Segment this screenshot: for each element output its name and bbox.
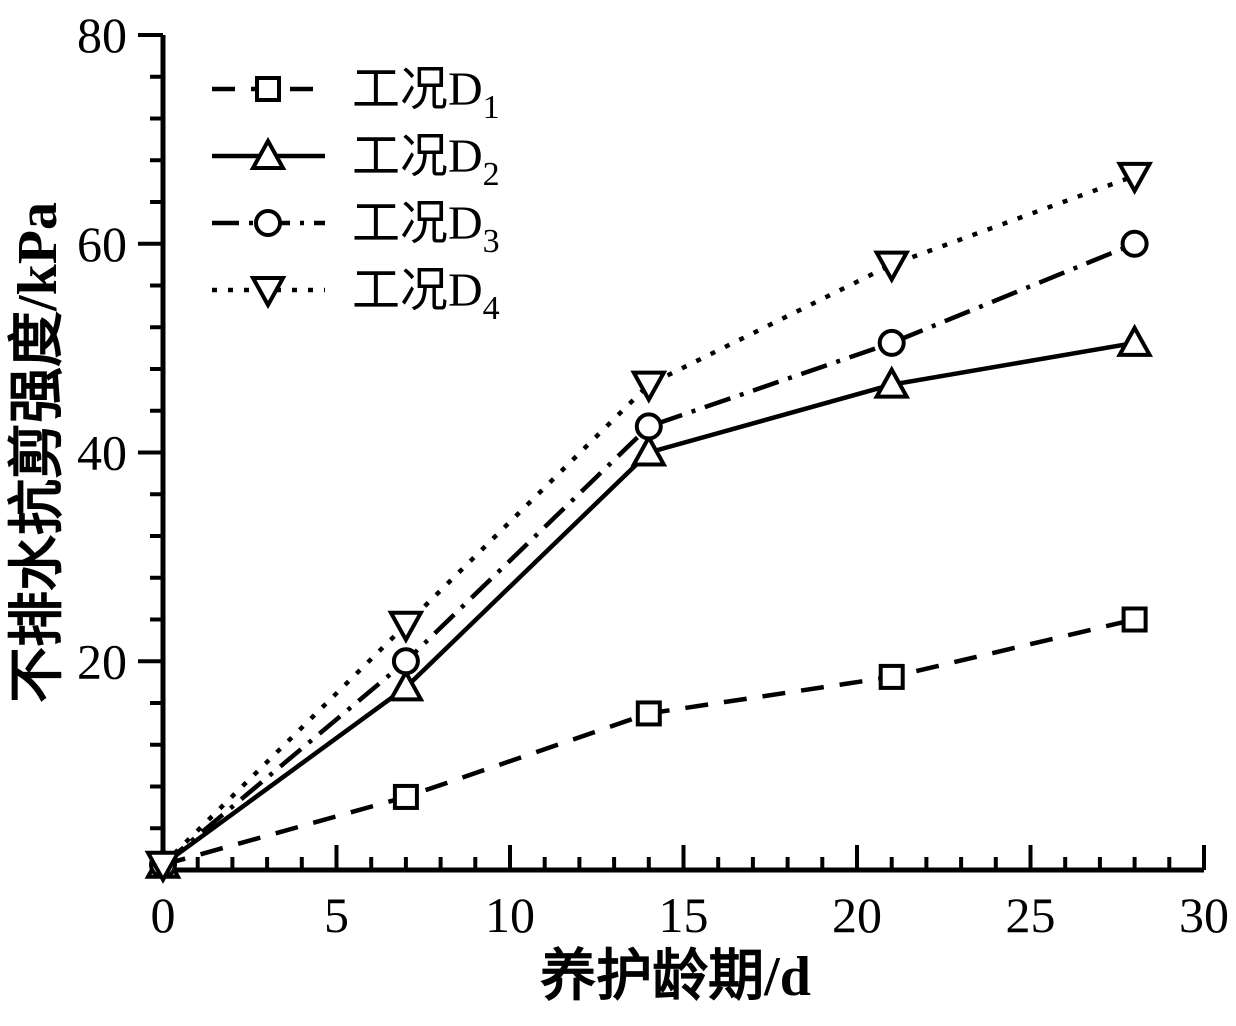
series-工况D2: [144, 323, 1153, 879]
triangle-down-marker-s4: [630, 370, 668, 404]
triangle-up-marker-s2: [630, 433, 668, 467]
triangle-down-marker-legend: [249, 276, 287, 310]
legend-item: 工况D4: [212, 264, 500, 327]
series-工况D3: [149, 229, 1149, 879]
legend-label: 工况D1: [352, 63, 500, 126]
legend-label: 工况D2: [352, 130, 500, 193]
triangle-down-marker-s4: [873, 250, 911, 284]
triangle-up-marker-legend: [249, 136, 287, 170]
series-line-dashdot: [161, 241, 1136, 867]
square-marker-s1: [878, 663, 905, 690]
circle-marker-s3: [391, 647, 420, 676]
y-tick-label: 60: [77, 216, 127, 272]
triangle-down-marker-s4: [387, 610, 425, 644]
x-tick-label: 30: [1179, 887, 1229, 943]
circle-marker-s3: [1120, 229, 1149, 258]
y-tick-label: 40: [77, 425, 127, 481]
triangle-up-marker-s2: [387, 668, 425, 702]
series-line-dotted: [161, 173, 1136, 867]
x-tick-label: 25: [1006, 887, 1056, 943]
y-tick-label: 80: [77, 7, 127, 63]
legend-item: 工况D2: [212, 130, 500, 193]
legend-item: 工况D3: [212, 197, 500, 260]
x-tick-label: 10: [485, 887, 535, 943]
triangle-up-marker-s2: [1116, 323, 1153, 357]
x-tick-label: 0: [151, 887, 176, 943]
y-tick-label: 20: [77, 633, 127, 689]
y-axis-label: 不排水抗剪强度/kPa: [7, 202, 69, 703]
series-工况D1: [150, 606, 1148, 878]
x-tick-label: 15: [659, 887, 709, 943]
circle-marker-s3: [634, 412, 663, 441]
x-tick-label: 5: [324, 887, 349, 943]
legend-item: 工况D1: [212, 63, 500, 126]
triangle-up-marker-s2: [873, 365, 911, 399]
triangle-down-marker-s4: [144, 850, 182, 884]
triangle-down-marker-s4: [1116, 161, 1153, 196]
square-marker-s1: [392, 783, 419, 810]
legend-label: 工况D4: [352, 264, 500, 327]
x-tick-label: 20: [832, 887, 882, 943]
legend-label: 工况D3: [352, 197, 500, 260]
square-marker-s1: [1121, 606, 1148, 633]
x-axis-label: 养护龄期/d: [540, 946, 811, 1008]
series-工况D4: [144, 161, 1153, 884]
circle-marker-legend: [254, 209, 282, 237]
circle-marker-s3: [877, 328, 906, 357]
square-marker-s1: [635, 700, 662, 727]
square-marker-legend: [255, 76, 281, 102]
axes-spines: [160, 35, 1204, 873]
